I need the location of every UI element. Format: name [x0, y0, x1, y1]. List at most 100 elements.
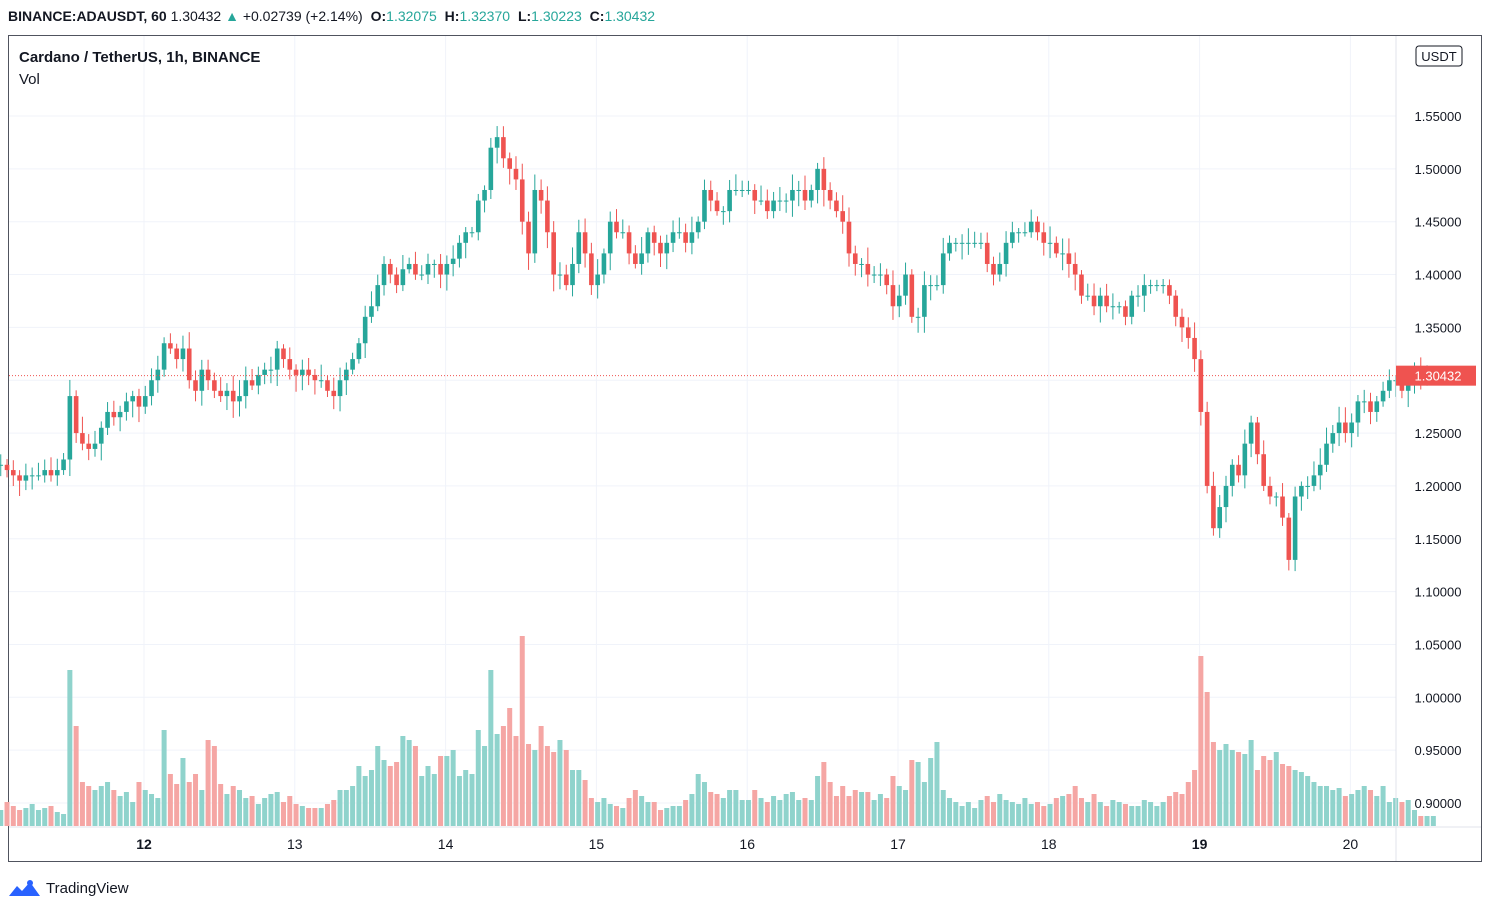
chart-pane[interactable]	[8, 35, 1482, 862]
volume-bar	[1009, 802, 1015, 826]
volume-bar	[1053, 798, 1059, 826]
volume-bar	[218, 784, 224, 826]
candle-body	[438, 263, 443, 275]
volume-bar	[180, 758, 186, 826]
volume-bar	[1160, 802, 1166, 826]
time-tick-label: 16	[739, 836, 755, 852]
volume-bar	[1399, 802, 1405, 826]
volume-bar	[324, 804, 330, 826]
candle-body	[1311, 475, 1317, 486]
volume-bar	[149, 794, 155, 826]
volume-bar	[35, 810, 41, 826]
candle-body	[300, 369, 305, 375]
candle-body	[601, 253, 607, 275]
candle-body	[274, 348, 280, 370]
volume-bar	[1122, 804, 1128, 826]
volume-bar	[601, 798, 607, 826]
candle-body	[765, 200, 770, 212]
volume-bar	[318, 808, 324, 826]
candle-body	[614, 221, 619, 233]
candle-body	[1317, 464, 1323, 476]
currency-badge[interactable]: USDT	[1415, 45, 1463, 67]
candle-body	[545, 200, 550, 233]
volume-bar	[551, 752, 557, 826]
candle-body	[1211, 485, 1216, 529]
candle-body	[1255, 422, 1260, 455]
candle-body	[4, 464, 10, 471]
volume-bar	[249, 796, 255, 826]
price-tick-label: 1.50000	[1415, 162, 1462, 177]
candle-body	[1154, 285, 1160, 287]
candle-body	[450, 258, 456, 264]
candle-body	[17, 475, 22, 481]
candle-body	[651, 232, 657, 243]
tradingview-logo-icon	[9, 880, 40, 896]
candle-body	[92, 443, 98, 449]
volume-bar	[356, 766, 362, 826]
volume-bar	[1261, 756, 1267, 826]
volume-bar	[695, 774, 701, 826]
volume-bar	[469, 774, 475, 826]
volume-bar	[1286, 766, 1292, 826]
candle-body	[1242, 443, 1248, 476]
volume-bar	[632, 790, 638, 826]
low-label: L:	[517, 8, 532, 24]
volume-bar	[846, 796, 852, 826]
candle-body	[526, 221, 531, 254]
volume-bar	[1204, 692, 1210, 826]
candle-body	[563, 274, 569, 286]
candle-body	[180, 348, 186, 360]
candle-body	[111, 411, 117, 418]
candle-body	[1261, 454, 1266, 486]
volume-bar	[940, 790, 946, 826]
candle-body	[350, 359, 355, 370]
candle-body	[1079, 274, 1084, 296]
price-change: +0.02739 (+2.14%)	[242, 8, 363, 24]
volume-bar	[1198, 656, 1204, 826]
candle-body	[607, 221, 613, 254]
volume-bar	[42, 808, 48, 826]
candle-body	[193, 380, 198, 391]
candle-body	[0, 464, 4, 466]
candle-body	[896, 295, 902, 307]
footer-brand[interactable]: TradingView	[8, 878, 129, 898]
open-label: O:	[370, 8, 387, 24]
volume-bar	[1060, 796, 1066, 826]
volume-bar	[255, 804, 261, 826]
candle-body	[48, 470, 54, 476]
volume-bar	[1361, 786, 1367, 826]
price-tick-label: 1.15000	[1415, 532, 1462, 547]
candle-body	[884, 274, 889, 286]
volume-bar	[639, 796, 645, 826]
candle-body	[852, 253, 858, 264]
volume-bar	[262, 798, 268, 826]
candle-body	[595, 274, 600, 286]
candle-body	[620, 232, 626, 234]
candle-body	[683, 232, 688, 243]
candle-body	[1361, 401, 1367, 403]
candle-body	[1387, 380, 1392, 391]
price-tick-label: 1.35000	[1415, 320, 1462, 335]
volume-bar	[312, 808, 318, 826]
volume-bar	[1411, 810, 1417, 826]
time-tick-label: 13	[287, 836, 303, 852]
candle-body	[1148, 285, 1153, 287]
candle-body	[702, 189, 707, 222]
volume-bar	[670, 806, 676, 826]
volume-bar	[343, 790, 349, 826]
volume-bar	[205, 740, 211, 826]
candle-body	[413, 263, 418, 275]
volume-bar	[130, 802, 136, 826]
volume-bar	[1091, 794, 1097, 826]
candle-body	[155, 369, 161, 381]
volume-bar	[909, 760, 915, 826]
volume-bar	[362, 776, 368, 826]
candle-body	[199, 369, 205, 391]
candles	[0, 126, 1436, 572]
candle-body	[947, 242, 952, 254]
candle-body	[922, 285, 927, 317]
close-value: 1.30432	[604, 8, 656, 24]
volume-bar	[482, 746, 488, 826]
volume-bar	[570, 770, 576, 826]
